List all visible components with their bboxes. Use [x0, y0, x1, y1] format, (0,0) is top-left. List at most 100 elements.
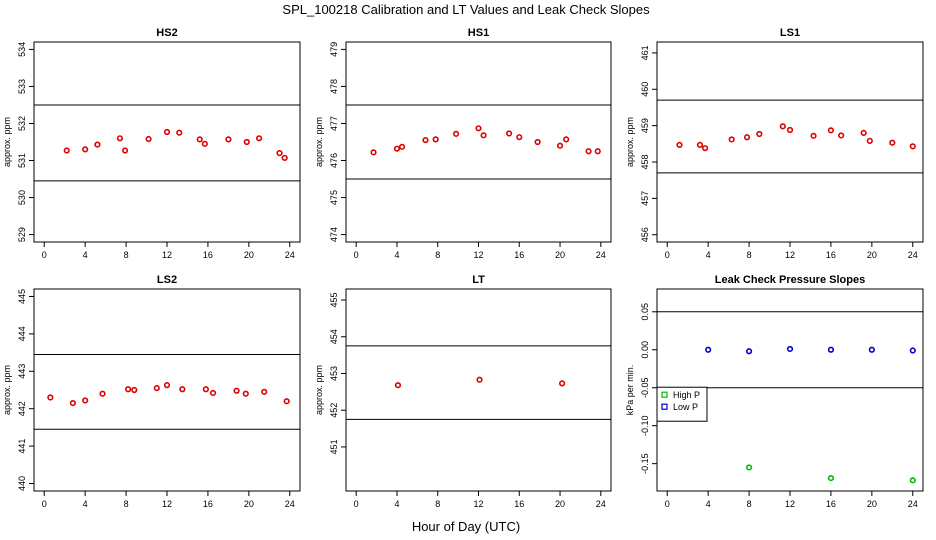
- y-tick-label: 440: [17, 476, 27, 491]
- panel-title: Leak Check Pressure Slopes: [715, 274, 865, 286]
- data-point: [82, 397, 89, 404]
- y-tick-label: 451: [329, 439, 339, 454]
- data-point: [153, 385, 160, 392]
- x-tick-label: 8: [747, 250, 752, 260]
- data-point: [909, 347, 916, 354]
- data-point: [163, 382, 171, 389]
- data-point: [779, 123, 786, 130]
- x-tick-label: 12: [162, 250, 172, 260]
- data-point: [163, 128, 171, 136]
- panel-2: HS1 0 4 8 12 16 20 24 474 475 476 477 478 479 approx. …: [314, 27, 612, 260]
- y-axis-label: approx. ppm: [625, 117, 635, 167]
- data-point: [47, 394, 54, 401]
- y-axis-label: approx. ppm: [2, 365, 12, 415]
- legend-label: High P: [673, 390, 700, 400]
- x-tick-label: 8: [124, 250, 129, 260]
- x-tick-label: 12: [785, 499, 795, 509]
- data-point: [516, 134, 523, 141]
- x-tick-label: 4: [394, 250, 399, 260]
- data-point: [276, 150, 283, 157]
- data-point: [480, 132, 487, 139]
- data-point: [209, 389, 217, 397]
- y-tick-label: 532: [17, 116, 27, 131]
- plot-frame: [345, 288, 612, 492]
- y-tick-label: 444: [17, 326, 27, 341]
- data-point: [696, 141, 704, 149]
- data-point: [452, 130, 460, 137]
- data-point: [393, 145, 401, 152]
- x-tick-label: 8: [747, 499, 752, 509]
- x-tick-label: 24: [908, 499, 918, 509]
- x-tick-label: 24: [596, 250, 606, 260]
- data-point: [176, 129, 183, 136]
- plot-frame: [656, 41, 924, 243]
- data-point: [838, 132, 845, 139]
- x-tick-label: 20: [555, 250, 565, 260]
- data-point: [810, 132, 817, 139]
- y-tick-label: -0.15: [640, 453, 650, 474]
- data-point: [201, 140, 208, 147]
- x-tick-label: 0: [42, 499, 47, 509]
- x-tick-label: 20: [244, 250, 254, 260]
- data-point: [145, 135, 152, 143]
- y-tick-label: 460: [640, 82, 650, 97]
- panel-title: LT: [472, 274, 485, 286]
- data-point: [242, 390, 249, 397]
- x-tick-label: 16: [826, 250, 836, 260]
- y-tick-label: 457: [640, 191, 650, 206]
- x-tick-label: 4: [706, 250, 711, 260]
- x-tick-label: 4: [83, 499, 88, 509]
- plot-frame: [345, 41, 612, 243]
- y-tick-label: 529: [17, 227, 27, 242]
- data-point: [131, 386, 138, 394]
- y-tick-label: 474: [329, 227, 339, 242]
- x-tick-label: 16: [514, 250, 524, 260]
- y-tick-label: 0.05: [640, 303, 650, 321]
- y-tick-label: 530: [17, 190, 27, 205]
- y-tick-label: 477: [329, 116, 339, 131]
- y-tick-label: 534: [17, 42, 27, 57]
- data-point: [585, 148, 592, 155]
- data-point: [743, 134, 751, 141]
- panel-title: LS1: [780, 27, 800, 39]
- x-tick-label: 16: [514, 499, 524, 509]
- data-point: [827, 474, 835, 482]
- data-point: [179, 386, 186, 393]
- x-tick-label: 8: [435, 250, 440, 260]
- plot-frame: [33, 41, 301, 243]
- y-axis-label: kPa per min.: [625, 365, 635, 416]
- x-tick-label: 8: [435, 499, 440, 509]
- y-tick-label: 476: [329, 153, 339, 168]
- data-point: [728, 136, 735, 143]
- panel-1: HS2 0 4 8 12 16 20 24 529 530 531 532 533 534 approx. …: [2, 27, 301, 260]
- data-point: [398, 143, 406, 150]
- panel-6: Leak Check Pressure Slopes 0 4 8 12 16 20 24 0.0…: [625, 274, 924, 509]
- x-tick-label: 0: [42, 250, 47, 260]
- data-point: [422, 137, 429, 144]
- x-tick-label: 12: [785, 250, 795, 260]
- panel-title: HS1: [468, 27, 489, 39]
- data-point: [82, 146, 89, 153]
- y-tick-label: -0.05: [640, 377, 650, 398]
- x-tick-label: 20: [244, 499, 254, 509]
- data-point: [556, 142, 564, 149]
- data-point: [432, 136, 439, 143]
- x-tick-label: 4: [706, 499, 711, 509]
- data-point: [225, 136, 232, 143]
- panel-title: HS2: [156, 27, 177, 39]
- x-tick-label: 16: [203, 250, 213, 260]
- data-point: [475, 125, 482, 132]
- data-point: [909, 477, 916, 484]
- x-tick-label: 20: [555, 499, 565, 509]
- legend-label: Low P: [673, 402, 698, 412]
- panel-title: LS2: [157, 274, 177, 286]
- data-point: [594, 148, 601, 155]
- data-point: [281, 154, 288, 162]
- data-point: [233, 387, 240, 394]
- y-tick-label: 456: [640, 227, 650, 242]
- x-tick-label: 12: [473, 250, 483, 260]
- data-point: [121, 147, 129, 154]
- y-tick-label: 478: [329, 79, 339, 94]
- data-point: [99, 390, 106, 397]
